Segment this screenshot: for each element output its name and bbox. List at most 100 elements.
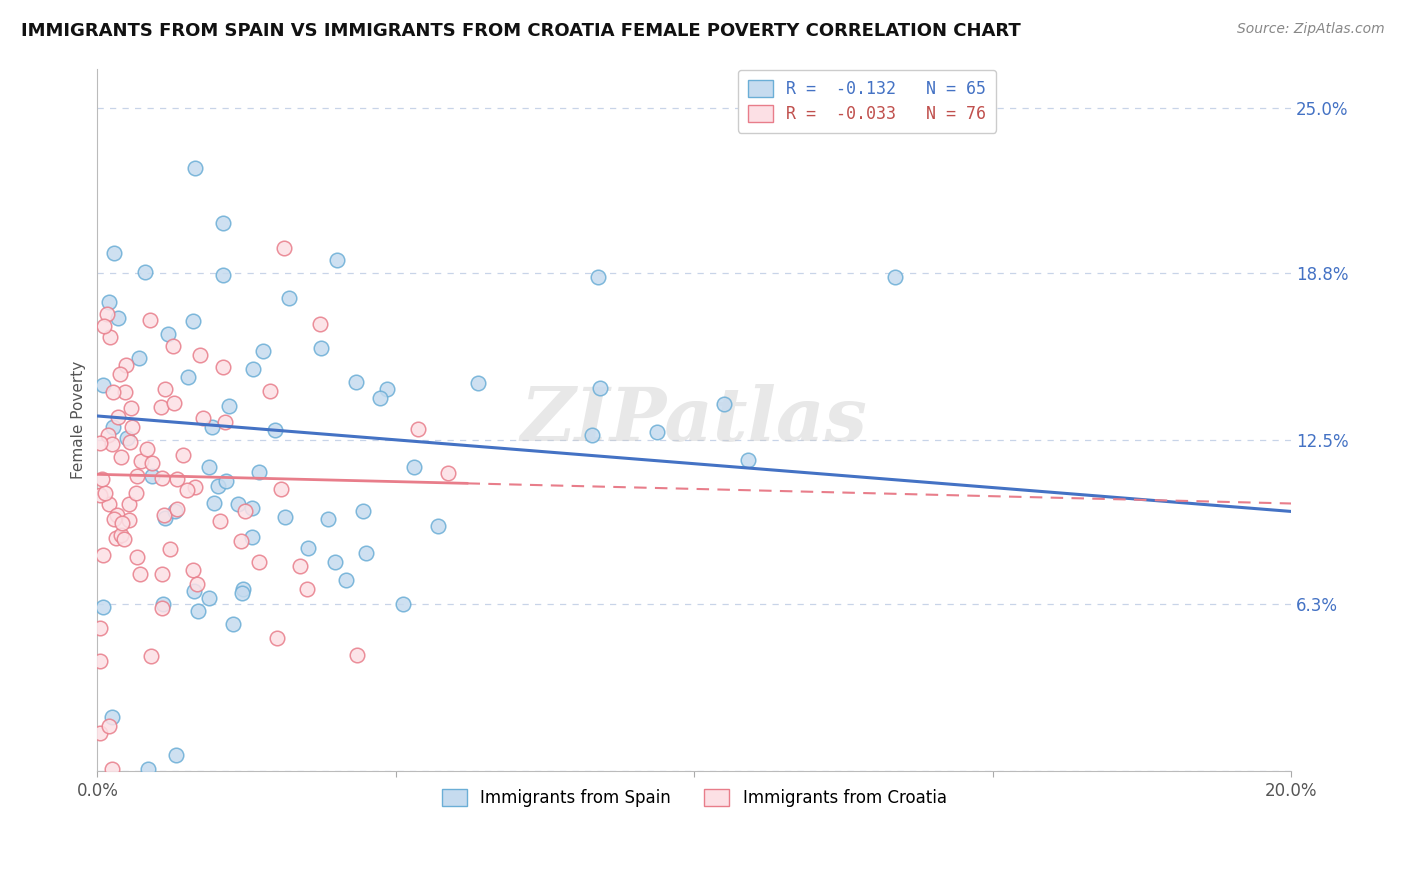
Point [218,399,240,413]
Point [166,472,188,486]
Point [150,601,173,615]
Point [107,410,129,425]
Point [100,437,122,451]
Point [125,469,148,483]
Point [264,423,287,437]
Point [98,330,121,344]
Point [242,362,264,376]
Point [181,314,204,328]
Point [309,317,332,331]
Point [112,532,135,546]
Point [228,497,250,511]
Point [426,519,449,533]
Point [152,597,174,611]
Point [121,419,143,434]
Point [91,378,114,392]
Point [108,367,131,381]
Point [222,616,245,631]
Point [183,161,205,175]
Point [162,339,184,353]
Point [309,342,332,356]
Point [467,376,489,391]
Point [110,527,132,541]
Point [172,448,194,462]
Point [231,586,253,600]
Point [737,452,759,467]
Point [141,456,163,470]
Point [114,384,136,399]
Point [118,513,141,527]
Text: Source: ZipAtlas.com: Source: ZipAtlas.com [1237,22,1385,37]
Point [115,358,138,372]
Point [344,375,367,389]
Point [120,401,142,415]
Point [208,514,231,528]
Point [352,504,374,518]
Point [139,313,162,327]
Point [110,450,132,464]
Point [134,265,156,279]
Point [187,604,209,618]
Point [136,762,159,776]
Point [406,422,429,436]
Point [588,381,610,395]
Point [212,216,235,230]
Point [91,599,114,614]
Point [215,474,238,488]
Point [105,508,128,522]
Point [96,307,118,321]
Point [335,573,357,587]
Point [89,654,111,668]
Point [252,344,274,359]
Point [240,530,263,544]
Point [368,391,391,405]
Point [129,567,152,582]
Point [233,504,256,518]
Text: ZIPatlas: ZIPatlas [520,384,868,456]
Point [159,542,181,557]
Point [89,621,111,635]
Point [883,270,905,285]
Point [125,486,148,500]
Point [136,442,159,456]
Point [89,436,111,450]
Point [176,483,198,497]
Point [94,486,117,500]
Point [266,631,288,645]
Point [231,533,253,548]
Point [90,472,112,486]
Point [100,710,122,724]
Point [177,370,200,384]
Point [437,467,460,481]
Point [93,319,115,334]
Point [153,382,176,396]
Text: IMMIGRANTS FROM SPAIN VS IMMIGRANTS FROM CROATIA FEMALE POVERTY CORRELATION CHAR: IMMIGRANTS FROM SPAIN VS IMMIGRANTS FROM… [21,22,1021,40]
Point [198,460,221,475]
Point [150,400,173,414]
Point [165,747,187,762]
Point [402,460,425,475]
Point [201,419,224,434]
Point [297,541,319,556]
Point [152,508,174,523]
Point [247,555,270,569]
Point [318,512,340,526]
Point [181,563,204,577]
Point [103,246,125,260]
Point [89,488,111,502]
Point [163,395,186,409]
Point [157,327,180,342]
Point [120,434,142,449]
Point [91,548,114,562]
Point [288,559,311,574]
Point [354,546,377,560]
Point [139,649,162,664]
Point [150,566,173,581]
Y-axis label: Female Poverty: Female Poverty [72,361,86,479]
Point [101,762,124,776]
Point [101,384,124,399]
Point [141,469,163,483]
Point [278,291,301,305]
Point [392,597,415,611]
Point [270,482,292,496]
